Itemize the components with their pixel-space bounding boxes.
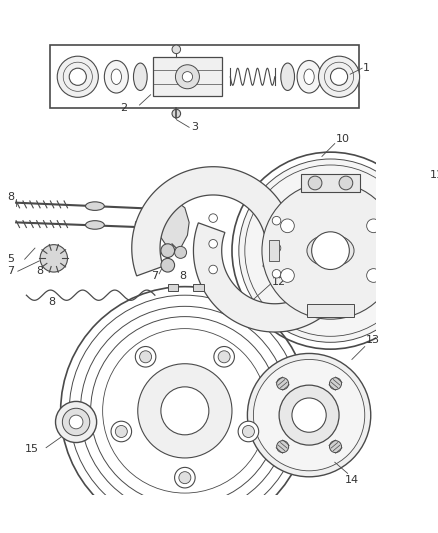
Polygon shape <box>132 167 294 276</box>
Circle shape <box>135 346 156 367</box>
Circle shape <box>209 239 217 248</box>
Ellipse shape <box>297 60 321 93</box>
Circle shape <box>172 45 180 54</box>
Text: 8: 8 <box>7 192 14 201</box>
Circle shape <box>40 245 67 272</box>
Circle shape <box>56 401 97 442</box>
Circle shape <box>254 359 365 471</box>
Bar <box>194 284 204 291</box>
Circle shape <box>281 219 294 233</box>
Polygon shape <box>194 223 356 332</box>
Circle shape <box>214 346 234 367</box>
Circle shape <box>239 159 422 342</box>
Text: 8: 8 <box>48 297 55 307</box>
Circle shape <box>308 176 322 190</box>
Circle shape <box>277 377 289 390</box>
Circle shape <box>232 152 429 349</box>
Circle shape <box>329 441 342 453</box>
Circle shape <box>367 219 380 233</box>
Text: 1: 1 <box>363 63 370 73</box>
Circle shape <box>218 351 230 363</box>
Polygon shape <box>153 201 189 251</box>
Ellipse shape <box>172 109 180 118</box>
Text: 6: 6 <box>134 220 141 230</box>
Text: 13: 13 <box>366 335 380 345</box>
Ellipse shape <box>281 63 294 91</box>
Circle shape <box>179 472 191 483</box>
Bar <box>300 174 360 192</box>
Circle shape <box>292 398 326 432</box>
Ellipse shape <box>111 69 121 84</box>
Text: 2: 2 <box>120 103 128 114</box>
Text: 7: 7 <box>151 271 158 281</box>
Circle shape <box>69 415 83 429</box>
Text: 11: 11 <box>430 170 438 180</box>
Circle shape <box>318 56 360 98</box>
Ellipse shape <box>85 221 104 229</box>
Circle shape <box>281 269 294 282</box>
Circle shape <box>175 246 187 259</box>
Circle shape <box>57 56 99 98</box>
Circle shape <box>238 421 259 442</box>
Bar <box>153 57 222 96</box>
Circle shape <box>176 65 199 89</box>
Circle shape <box>272 270 281 278</box>
Circle shape <box>367 269 380 282</box>
Circle shape <box>279 385 339 445</box>
Circle shape <box>209 214 217 222</box>
Circle shape <box>115 425 127 438</box>
Circle shape <box>161 259 175 272</box>
Circle shape <box>331 68 348 85</box>
Bar <box>269 240 279 261</box>
Circle shape <box>175 467 195 488</box>
Circle shape <box>161 387 209 435</box>
Circle shape <box>161 244 175 257</box>
Circle shape <box>262 182 399 319</box>
Circle shape <box>312 232 350 270</box>
Circle shape <box>277 441 289 453</box>
Circle shape <box>339 176 353 190</box>
Text: 3: 3 <box>191 122 198 132</box>
Ellipse shape <box>307 235 354 267</box>
Bar <box>382 240 392 261</box>
Circle shape <box>209 265 217 274</box>
Text: 10: 10 <box>336 134 350 144</box>
Text: 15: 15 <box>25 445 39 455</box>
Text: 8: 8 <box>37 266 44 276</box>
Bar <box>307 304 354 318</box>
Circle shape <box>272 244 281 252</box>
Ellipse shape <box>104 60 128 93</box>
Ellipse shape <box>134 63 147 91</box>
Circle shape <box>247 353 371 477</box>
Bar <box>50 45 359 108</box>
Circle shape <box>138 364 232 458</box>
Text: 14: 14 <box>345 475 359 485</box>
Text: 5: 5 <box>7 254 14 264</box>
Ellipse shape <box>85 202 104 211</box>
Ellipse shape <box>304 69 314 84</box>
Circle shape <box>111 421 131 442</box>
Text: 9: 9 <box>319 230 326 240</box>
Circle shape <box>182 71 193 82</box>
Circle shape <box>242 425 254 438</box>
Text: 7: 7 <box>7 266 14 276</box>
Circle shape <box>69 68 86 85</box>
Circle shape <box>272 216 281 225</box>
Circle shape <box>62 408 90 435</box>
Circle shape <box>140 351 152 363</box>
Text: 12: 12 <box>272 277 286 287</box>
Circle shape <box>329 377 342 390</box>
Bar <box>168 284 178 291</box>
Text: 8: 8 <box>179 271 186 281</box>
